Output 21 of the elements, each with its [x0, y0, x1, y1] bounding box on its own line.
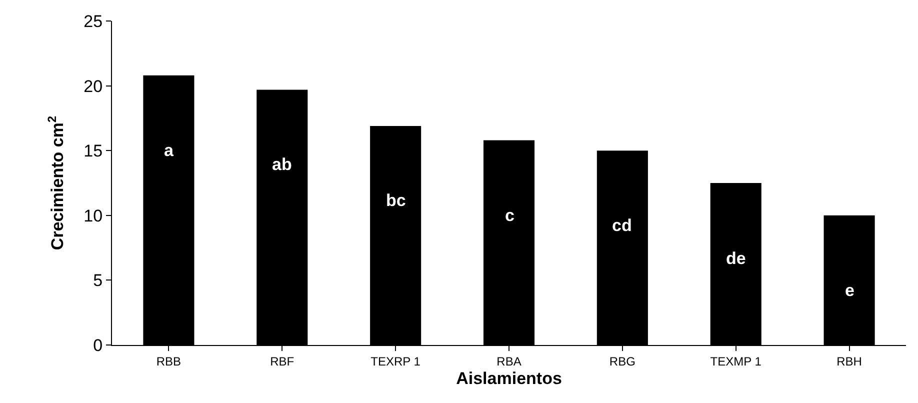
annotation: bc: [386, 191, 406, 210]
y-tick-label: 25: [84, 12, 103, 31]
y-tick-label: 10: [84, 206, 103, 226]
x-tick-label: RBH: [836, 354, 862, 368]
annotation: de: [726, 249, 746, 268]
y-tick-label: 15: [84, 142, 103, 161]
x-tick-label: RBB: [156, 354, 182, 368]
x-tick-label: RBF: [270, 354, 294, 368]
y-tick-label: 0: [93, 336, 103, 355]
annotation: ab: [272, 155, 292, 174]
annotation: a: [164, 141, 174, 160]
x-tick-label: RBG: [609, 354, 636, 368]
annotation: cd: [612, 216, 632, 235]
y-tick-label: 5: [93, 271, 103, 290]
annotation: e: [845, 281, 854, 300]
y-tick-label: 20: [84, 76, 103, 96]
x-tick-label: TEXMP 1: [710, 354, 762, 368]
annotation: c: [505, 206, 514, 225]
x-tick-label: RBA: [496, 354, 522, 368]
x-axis-title: Aislamientos: [456, 368, 562, 388]
x-tick-label: TEXRP 1: [370, 354, 421, 368]
